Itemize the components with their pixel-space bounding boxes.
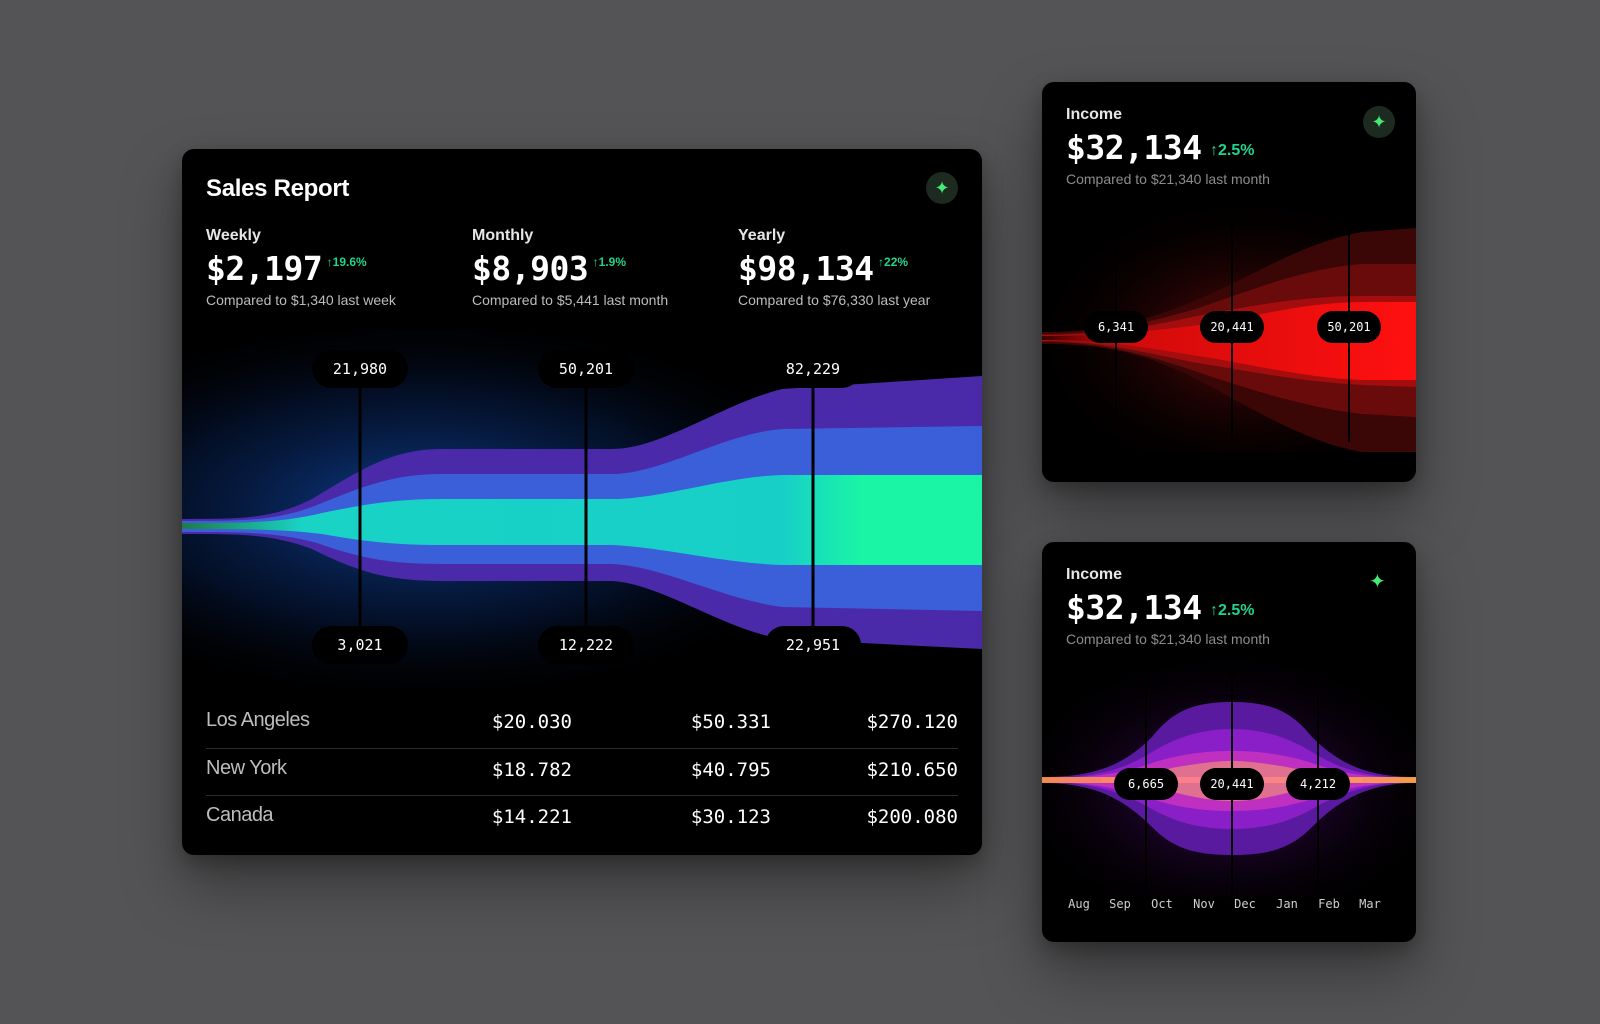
month-label: Sep bbox=[1109, 897, 1131, 911]
kpi-delta: ↑22% bbox=[878, 255, 909, 269]
city-name: Canada bbox=[206, 804, 274, 826]
kpi-label: Yearly bbox=[738, 227, 786, 244]
month-label: Mar bbox=[1359, 897, 1381, 911]
kpi-label: Monthly bbox=[472, 227, 534, 244]
month-label: Feb bbox=[1318, 897, 1340, 911]
kpi-monthly: Monthly $8,903 ↑1.9% Compared to $5,441 … bbox=[472, 227, 712, 308]
income-label: Income bbox=[1066, 106, 1123, 123]
month-label: Oct bbox=[1151, 897, 1173, 911]
income-delta: ↑2.5% bbox=[1210, 142, 1255, 159]
value-yearly: $270.120 bbox=[866, 711, 958, 733]
marker-bottom-3: 22,951 bbox=[765, 626, 861, 664]
value-monthly: $40.795 bbox=[690, 759, 771, 781]
value-monthly: $50.331 bbox=[690, 711, 771, 733]
month-label: Aug bbox=[1068, 897, 1090, 911]
sales-report-card: Sales Report ✦ Weekly $2,197 ↑19.6% Comp… bbox=[182, 149, 982, 855]
kpi-comparison: Compared to $76,330 last year bbox=[738, 292, 931, 308]
marker-top-1: 21,980 bbox=[312, 350, 408, 388]
income-card-purple: Income $32,134 ↑2.5% Compared to $21,340… bbox=[1042, 542, 1416, 942]
city-name: Los Angeles bbox=[206, 709, 310, 731]
income-label: Income bbox=[1066, 566, 1123, 583]
sales-report-title: Sales Report bbox=[206, 175, 350, 202]
income-value: $32,134 bbox=[1066, 128, 1202, 167]
marker-3: 50,201 bbox=[1317, 311, 1381, 343]
city-name: New York bbox=[206, 757, 287, 779]
month-label: Jan bbox=[1276, 897, 1298, 911]
kpi-value: $2,197 bbox=[206, 249, 323, 288]
value-weekly: $20.030 bbox=[491, 711, 572, 733]
value-weekly: $18.782 bbox=[491, 759, 572, 781]
marker-1: 6,341 bbox=[1084, 311, 1148, 343]
income-value: $32,134 bbox=[1066, 588, 1202, 627]
income-comparison: Compared to $21,340 last month bbox=[1066, 631, 1270, 647]
month-axis: Aug Sep Oct Nov Dec Jan Feb Mar bbox=[1042, 897, 1416, 913]
value-yearly: $200.080 bbox=[866, 806, 958, 828]
kpi-comparison: Compared to $5,441 last month bbox=[472, 292, 669, 308]
sparkle-icon[interactable]: ✦ bbox=[1363, 106, 1395, 138]
month-label: Nov bbox=[1193, 897, 1215, 911]
funnel-band-core bbox=[182, 475, 982, 565]
kpi-weekly: Weekly $2,197 ↑19.6% Compared to $1,340 … bbox=[206, 227, 446, 308]
kpi-label: Weekly bbox=[206, 227, 261, 244]
kpi-delta: ↑19.6% bbox=[326, 255, 367, 269]
kpi-delta: ↑1.9% bbox=[592, 255, 627, 269]
month-label: Dec bbox=[1234, 897, 1256, 911]
kpi-yearly: Yearly $98,134 ↑22% Compared to $76,330 … bbox=[738, 227, 978, 308]
value-yearly: $210.650 bbox=[866, 759, 958, 781]
marker-top-2: 50,201 bbox=[538, 350, 634, 388]
kpi-value: $98,134 bbox=[738, 249, 874, 288]
income-delta: ↑2.5% bbox=[1210, 602, 1255, 619]
sparkle-icon[interactable]: ✦ bbox=[1369, 571, 1386, 593]
value-weekly: $14.221 bbox=[491, 806, 572, 828]
marker-2: 20,441 bbox=[1200, 311, 1264, 343]
marker-1: 6,665 bbox=[1114, 768, 1178, 800]
table-row: New York $18.782 $40.795 $210.650 bbox=[206, 748, 958, 795]
value-monthly: $30.123 bbox=[690, 806, 771, 828]
kpi-comparison: Compared to $1,340 last week bbox=[206, 292, 396, 308]
kpi-value: $8,903 bbox=[472, 249, 589, 288]
income-comparison: Compared to $21,340 last month bbox=[1066, 171, 1270, 187]
table-row: Canada $14.221 $30.123 $200.080 bbox=[206, 795, 958, 842]
table-row: Los Angeles $20.030 $50.331 $270.120 bbox=[206, 701, 958, 747]
marker-bottom-2: 12,222 bbox=[538, 626, 634, 664]
marker-3: 4,212 bbox=[1286, 768, 1350, 800]
marker-bottom-1: 3,021 bbox=[312, 626, 408, 664]
sales-funnel-chart bbox=[182, 329, 982, 689]
sparkle-icon[interactable]: ✦ bbox=[926, 172, 958, 204]
marker-2: 20,441 bbox=[1200, 768, 1264, 800]
income-card-red: Income $32,134 ↑2.5% Compared to $21,340… bbox=[1042, 82, 1416, 482]
marker-top-3: 82,229 bbox=[765, 350, 861, 388]
